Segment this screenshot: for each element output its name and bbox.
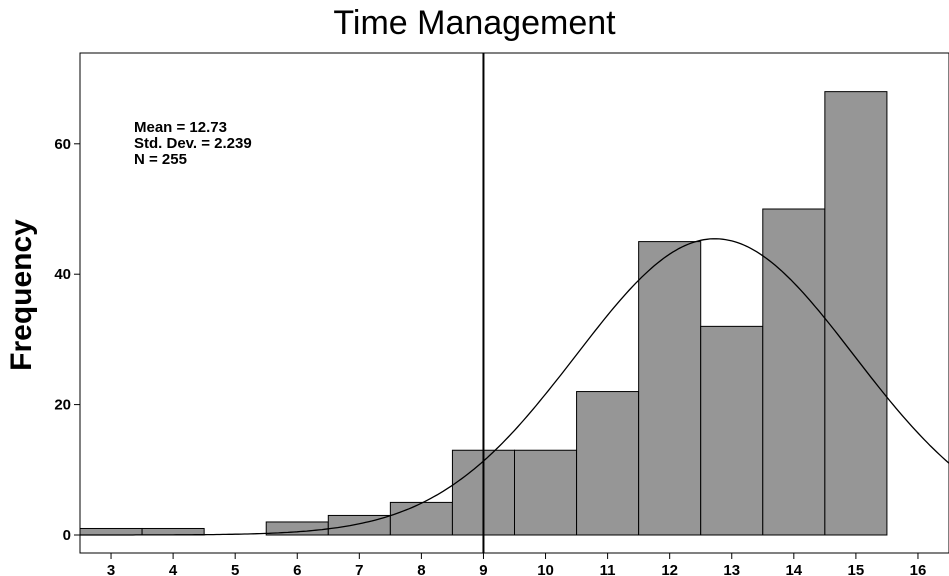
x-tick-label: 12 (661, 562, 678, 576)
x-tick-label: 9 (479, 562, 487, 576)
histogram-bar (79, 527, 143, 536)
y-axis-ticks: 0 20 40 60 (54, 136, 80, 544)
x-tick-label: 5 (231, 562, 239, 576)
chart-title: Time Management (333, 4, 616, 42)
x-tick-label: 8 (417, 562, 425, 576)
histogram-bar (576, 391, 640, 536)
y-tick-label: 20 (54, 397, 71, 414)
stat-mean: Mean = 12.73 (134, 119, 227, 136)
x-tick-label: 11 (600, 562, 616, 576)
histogram-bar (638, 241, 702, 536)
histogram-bar (824, 91, 888, 536)
stat-n: N = 255 (134, 151, 187, 168)
stats-legend: Mean = 12.73 Std. Dev. = 2.239 N = 255 (134, 120, 252, 168)
normal-curve (80, 238, 949, 536)
x-tick-label: 15 (848, 562, 865, 576)
histogram-bar (389, 501, 453, 536)
plot-frame (79, 52, 949, 554)
histogram-bar (762, 208, 826, 536)
y-tick-label: 40 (54, 266, 71, 283)
x-tick-label: 3 (107, 562, 115, 576)
histogram-bar (700, 325, 764, 536)
stat-std-dev: Std. Dev. = 2.239 (134, 135, 252, 152)
x-tick-label: 7 (355, 562, 363, 576)
histogram-bar (514, 449, 578, 536)
x-tick-label: 13 (723, 562, 740, 576)
y-tick-label: 0 (63, 527, 71, 544)
y-tick-label: 60 (54, 136, 71, 153)
x-tick-label: 14 (785, 562, 802, 576)
x-tick-label: 4 (169, 562, 178, 576)
x-tick-label: 10 (537, 562, 554, 576)
x-axis-ticks: 3 4 5 6 7 8 9 10 11 12 13 14 15 16 (107, 553, 926, 576)
histogram-bar (141, 527, 205, 536)
x-tick-label: 16 (910, 562, 927, 576)
x-tick-label: 6 (293, 562, 301, 576)
